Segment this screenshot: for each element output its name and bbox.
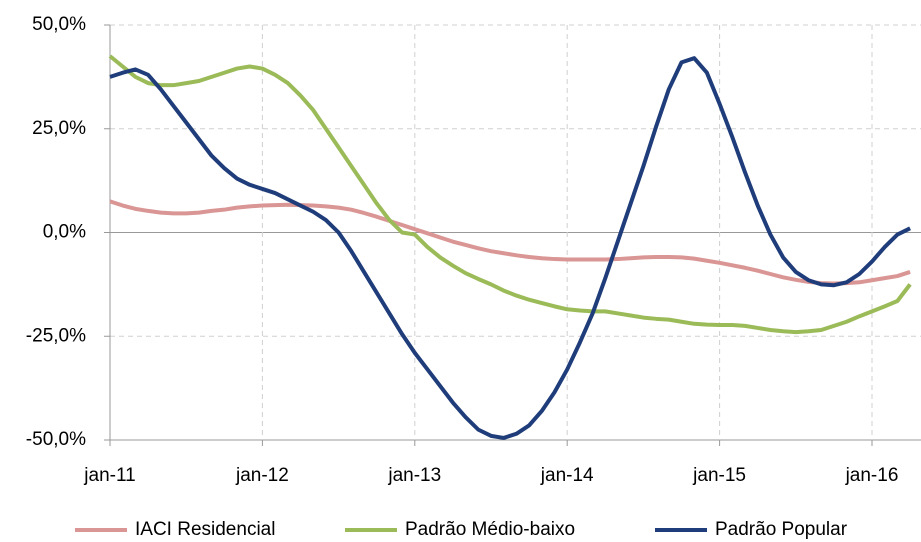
y-tick-label: -25,0%: [26, 325, 86, 346]
x-tick-label: jan-15: [692, 465, 746, 486]
y-tick-label: -50,0%: [26, 429, 86, 450]
series-line: [108, 54, 912, 335]
x-tick-label: jan-11: [83, 465, 135, 486]
legend-label: IACI Residencial: [135, 519, 275, 540]
series-line: [109, 56, 911, 440]
y-tick-label: 25,0%: [32, 118, 86, 139]
x-tick-label: jan-14: [540, 465, 594, 486]
series-line: [109, 199, 911, 286]
x-tick-label: jan-13: [387, 465, 441, 486]
x-tick-label: jan-16: [845, 465, 899, 486]
y-tick-label: 50,0%: [32, 14, 86, 35]
legend-label: Padrão Médio-baixo: [405, 519, 575, 540]
x-tick-label: jan-12: [235, 465, 289, 486]
y-tick-label: 0,0%: [43, 222, 86, 243]
legend-label: Padrão Popular: [715, 519, 848, 540]
